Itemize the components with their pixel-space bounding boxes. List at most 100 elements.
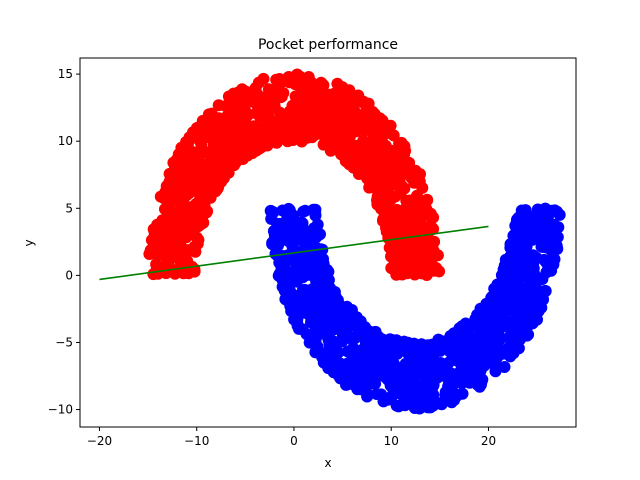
- data-point: [326, 91, 339, 104]
- data-point: [236, 153, 249, 165]
- data-point: [403, 156, 416, 169]
- data-point: [409, 247, 422, 260]
- data-point: [551, 205, 563, 218]
- data-point: [398, 140, 411, 153]
- data-point: [423, 239, 436, 252]
- data-point: [321, 107, 333, 120]
- x-tick-label: −20: [87, 434, 112, 448]
- x-tick-label: 20: [481, 434, 496, 448]
- data-point: [359, 330, 372, 343]
- data-point: [462, 361, 475, 374]
- data-point: [169, 207, 182, 219]
- data-point: [307, 93, 320, 106]
- data-point: [207, 126, 220, 139]
- data-point: [367, 139, 380, 152]
- data-point: [313, 79, 326, 92]
- data-point: [175, 151, 188, 164]
- data-point: [336, 315, 349, 328]
- data-point: [311, 218, 324, 231]
- data-point: [174, 239, 187, 252]
- data-point: [373, 156, 386, 169]
- data-point: [514, 254, 527, 267]
- data-point: [295, 271, 307, 284]
- data-point: [474, 364, 487, 377]
- data-point: [384, 333, 396, 346]
- data-point: [234, 141, 247, 154]
- data-point: [536, 209, 549, 222]
- data-point: [312, 346, 325, 359]
- data-point: [510, 214, 523, 227]
- red-series: [143, 68, 446, 281]
- data-point: [496, 347, 509, 360]
- data-point: [294, 124, 307, 137]
- data-point: [164, 238, 177, 251]
- data-point: [184, 207, 196, 219]
- y-tick-label: 15: [58, 67, 73, 81]
- data-point: [276, 280, 289, 293]
- data-point: [387, 129, 400, 142]
- data-point: [354, 109, 367, 122]
- data-point: [189, 245, 202, 258]
- data-point: [271, 124, 284, 137]
- data-point: [296, 115, 309, 128]
- data-point: [173, 170, 186, 183]
- data-point: [321, 263, 334, 276]
- fit-line: [99, 225, 489, 281]
- data-point: [291, 319, 304, 332]
- data-point: [544, 256, 556, 269]
- data-point: [219, 100, 232, 112]
- data-point: [285, 218, 298, 231]
- data-point: [453, 322, 466, 335]
- data-point: [271, 217, 283, 230]
- data-point: [413, 365, 425, 378]
- data-point: [286, 240, 299, 253]
- data-point: [186, 218, 199, 231]
- data-point: [326, 339, 339, 352]
- data-point: [244, 95, 257, 108]
- data-point: [499, 253, 512, 266]
- data-point: [206, 182, 219, 195]
- data-point: [389, 154, 402, 166]
- data-point: [427, 379, 440, 391]
- data-point: [516, 294, 529, 307]
- data-point: [203, 114, 215, 127]
- data-point: [324, 282, 336, 294]
- data-point: [275, 89, 288, 102]
- data-point: [526, 285, 539, 298]
- y-tick-label: 0: [65, 268, 73, 282]
- data-point: [427, 211, 440, 224]
- plot-area: [99, 68, 566, 415]
- data-point: [527, 300, 540, 313]
- data-point: [222, 134, 235, 147]
- data-point: [190, 231, 203, 244]
- data-point: [367, 371, 380, 384]
- data-point: [188, 263, 201, 276]
- data-point: [519, 204, 532, 217]
- y-axis-label: y: [22, 239, 36, 246]
- data-point: [369, 325, 382, 338]
- y-axis: −10 −5 0 5 10 15: [48, 67, 80, 417]
- data-point: [336, 145, 349, 158]
- data-point: [151, 245, 164, 258]
- data-point: [401, 265, 414, 278]
- chart-title: Pocket performance: [258, 37, 398, 53]
- data-point: [543, 233, 556, 246]
- data-point: [371, 194, 383, 207]
- data-point: [195, 127, 208, 140]
- data-point: [441, 369, 454, 382]
- data-point: [490, 310, 503, 322]
- data-point: [169, 161, 182, 174]
- data-point: [535, 240, 548, 253]
- data-point: [267, 206, 280, 219]
- data-point: [172, 190, 185, 203]
- data-point: [427, 223, 440, 235]
- data-point: [373, 112, 386, 125]
- data-point: [241, 133, 254, 146]
- data-point: [451, 350, 464, 363]
- data-point: [510, 240, 523, 252]
- x-axis-label: x: [324, 456, 331, 470]
- data-point: [276, 250, 289, 262]
- data-point: [414, 168, 426, 181]
- data-point: [424, 401, 437, 414]
- data-point: [475, 376, 488, 389]
